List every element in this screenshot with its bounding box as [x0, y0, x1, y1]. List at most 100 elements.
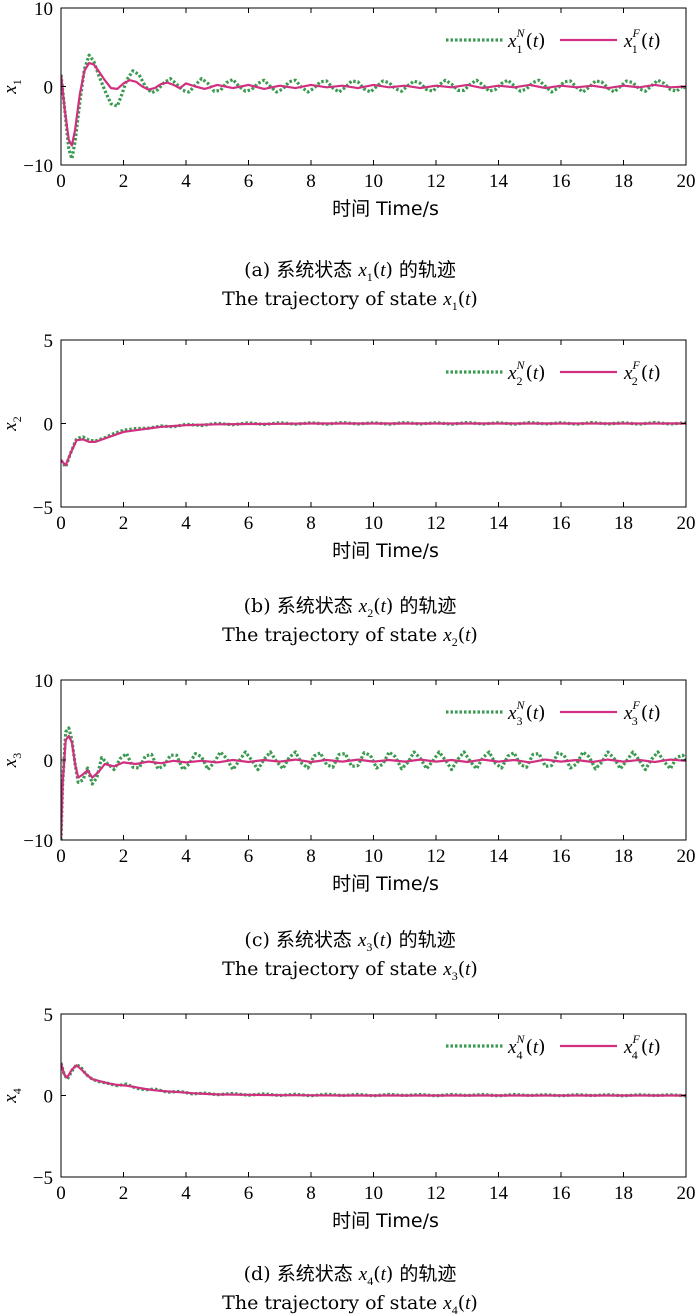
caption-sub: 1: [367, 270, 373, 284]
caption-var: x: [357, 260, 367, 281]
x-tick-label: 20: [677, 171, 696, 192]
caption-en: The trajectory of state x2(t): [222, 624, 478, 649]
caption-en-sub: 2: [452, 635, 458, 649]
x-tick-label: 4: [181, 171, 191, 192]
caption-cn: (b) 系统状态 x2(t) 的轨迹: [244, 595, 457, 620]
x-axis-label: 时间 Time/s: [332, 873, 439, 895]
x-tick-label: 4: [181, 513, 191, 534]
legend-sup: N: [515, 1032, 525, 1046]
legend-sup: N: [515, 358, 525, 372]
legend-sup: N: [515, 26, 525, 40]
caption-en-text: The trajectory of state: [222, 288, 437, 310]
caption-en-sub: 3: [452, 969, 458, 983]
legend-paren-open: (: [641, 702, 648, 724]
y-tick-label: 0: [44, 415, 54, 436]
y-axis-label: x4: [0, 1088, 24, 1103]
series-line-N: [61, 53, 686, 161]
y-tick-label: 10: [34, 0, 53, 20]
series-line-F: [61, 1062, 686, 1097]
y-tick-label: 0: [44, 1087, 54, 1108]
x-tick-label: 4: [181, 846, 191, 867]
legend-arg: t: [533, 31, 539, 52]
caption-panel-label: (c): [244, 929, 269, 951]
x-tick-label: 16: [552, 1183, 571, 1204]
legend-paren-open: (: [525, 30, 532, 52]
series-line-F: [61, 422, 686, 467]
legend-entry-F: xF 1 (t): [623, 26, 661, 56]
caption-sub: 3: [366, 940, 372, 954]
caption-var: x: [358, 596, 368, 617]
caption-en: The trajectory of state x1(t): [222, 288, 478, 313]
y-axis-label-sub: 2: [10, 416, 24, 422]
x-tick-label: 20: [677, 846, 696, 867]
x-tick-label: 4: [181, 1183, 191, 1204]
legend-paren-close: ): [538, 30, 545, 52]
legend-paren-close: ): [653, 30, 660, 52]
caption-sub: 2: [367, 606, 373, 620]
legend-entry-F: xF 4 (t): [623, 1032, 661, 1062]
x-tick-label: 6: [244, 171, 254, 192]
y-axis-label-var: x: [0, 85, 21, 95]
x-tick-label: 10: [364, 171, 383, 192]
caption-cn-tail: 的轨迹: [399, 1263, 456, 1285]
x-tick-label: 0: [56, 1183, 66, 1204]
series-line-F: [61, 734, 686, 839]
caption-en-text: The trajectory of state: [222, 958, 437, 980]
caption-en-sub: 1: [452, 299, 458, 313]
x-axis-label: 时间 Time/s: [332, 1210, 439, 1232]
caption-en-sub: 4: [452, 1303, 458, 1316]
x-tick-label: 16: [552, 513, 571, 534]
x-tick-label: 18: [614, 513, 633, 534]
caption-en-var: x: [442, 625, 452, 646]
legend-paren-open: (: [525, 702, 532, 724]
x-tick-label: 12: [427, 513, 446, 534]
legend-paren-close: ): [653, 1036, 660, 1058]
legend-sub: 3: [516, 714, 522, 728]
caption-en: The trajectory of state x3(t): [222, 958, 478, 983]
x-tick-label: 2: [119, 1183, 129, 1204]
legend-paren-close: ): [653, 362, 660, 384]
legend-var: x: [507, 363, 517, 384]
caption-cn-text: 系统状态: [276, 259, 352, 281]
caption-panel-label: (d): [244, 1263, 271, 1285]
caption-cn-text: 系统状态: [276, 929, 352, 951]
x-tick-label: 8: [306, 171, 316, 192]
legend-paren-open: (: [641, 1036, 648, 1058]
legend-sub: 4: [632, 1048, 638, 1062]
y-axis-label-var: x: [0, 422, 21, 432]
y-axis-label: x3: [0, 753, 24, 768]
legend-paren-close: ): [653, 702, 660, 724]
legend-var: x: [623, 31, 633, 52]
legend-sup: F: [631, 1032, 640, 1046]
x-tick-label: 10: [364, 1183, 383, 1204]
caption-en-text: The trajectory of state: [222, 624, 437, 646]
caption-var: x: [357, 930, 367, 951]
x-tick-label: 8: [306, 846, 316, 867]
legend-sup: F: [631, 26, 640, 40]
legend-entry-N: xN 3 (t): [507, 698, 546, 728]
caption-cn: (c) 系统状态 x3(t) 的轨迹: [244, 929, 455, 954]
legend-arg: t: [533, 703, 539, 724]
caption-panel-label: (a): [244, 259, 270, 281]
caption-cn-tail: 的轨迹: [399, 595, 456, 617]
x-tick-label: 18: [614, 171, 633, 192]
y-axis-label-sub: 4: [10, 1088, 24, 1094]
caption-cn: (a) 系统状态 x1(t) 的轨迹: [244, 259, 456, 284]
x-tick-label: 2: [119, 846, 129, 867]
caption-panel-label: (b): [244, 595, 271, 617]
legend-paren-open: (: [525, 362, 532, 384]
legend-var: x: [623, 1037, 633, 1058]
legend-arg: t: [648, 1037, 654, 1058]
legend-paren-open: (: [525, 1036, 532, 1058]
x-tick-label: 2: [119, 171, 129, 192]
x-tick-label: 14: [489, 171, 509, 192]
y-tick-label: −10: [23, 831, 53, 852]
legend-arg: t: [648, 363, 654, 384]
x-tick-label: 16: [552, 171, 571, 192]
x-tick-label: 6: [244, 846, 254, 867]
legend-entry-N: xN 2 (t): [507, 358, 546, 388]
x-tick-label: 0: [56, 846, 66, 867]
